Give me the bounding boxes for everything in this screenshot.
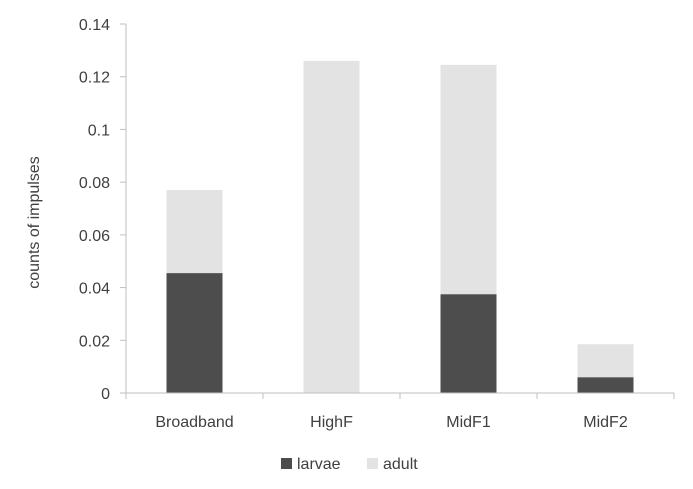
y-axis: 0 0.02 0.04 0.06 0.08 0.1 0.12 0.14 xyxy=(79,17,127,403)
legend-swatch-larvae xyxy=(281,458,292,469)
legend: larvae adult xyxy=(281,456,418,473)
bar-larvae-MidF2 xyxy=(577,377,634,393)
x-category-label: MidF2 xyxy=(583,414,628,431)
y-tick-label: 0.08 xyxy=(79,175,110,192)
x-category-label: MidF1 xyxy=(446,414,491,431)
bar-adult-HighF xyxy=(303,60,360,394)
x-axis: Broadband HighF MidF1 MidF2 xyxy=(125,392,675,431)
y-tick-label: 0 xyxy=(101,386,110,403)
legend-label-larvae: larvae xyxy=(297,456,341,473)
legend-label-adult: adult xyxy=(383,456,418,473)
y-tick-label: 0.1 xyxy=(88,122,110,139)
y-tick-label: 0.06 xyxy=(79,228,110,245)
legend-swatch-adult xyxy=(367,458,378,469)
bar-adult-MidF1 xyxy=(440,64,497,295)
bar-adult-MidF2 xyxy=(577,344,634,378)
bar-larvae-MidF1 xyxy=(440,294,497,393)
y-axis-title: counts of impulses xyxy=(26,156,43,289)
y-tick-label: 0.12 xyxy=(79,70,110,87)
x-category-label: Broadband xyxy=(155,414,233,431)
bar-larvae-Broadband xyxy=(166,273,223,393)
bar-adult-Broadband xyxy=(166,190,223,274)
x-category-label: HighF xyxy=(310,414,353,431)
bars xyxy=(166,60,634,394)
y-tick-label: 0.04 xyxy=(79,281,110,298)
y-tick-label: 0.02 xyxy=(79,333,110,350)
y-tick-label: 0.14 xyxy=(79,17,110,34)
